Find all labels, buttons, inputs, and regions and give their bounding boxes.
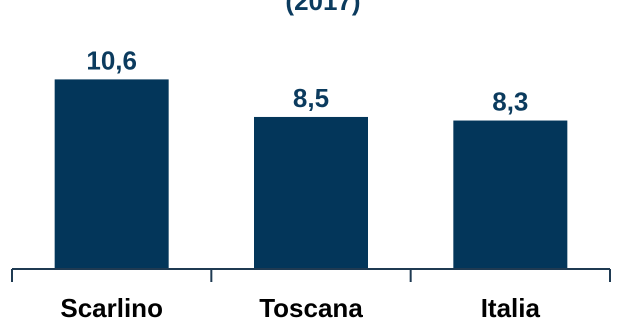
x-axis [12,269,610,282]
value-label: 10,6 [86,45,137,75]
value-label: 8,3 [492,87,528,117]
category-label: Scarlino [60,293,163,323]
bar-scarlino [55,79,169,269]
bar-toscana [254,117,368,269]
bar-italia [453,121,567,269]
category-label: Toscana [259,293,363,323]
chart-title: (2017) [285,0,360,16]
category-label: Italia [481,293,541,323]
value-label: 8,5 [293,83,329,113]
